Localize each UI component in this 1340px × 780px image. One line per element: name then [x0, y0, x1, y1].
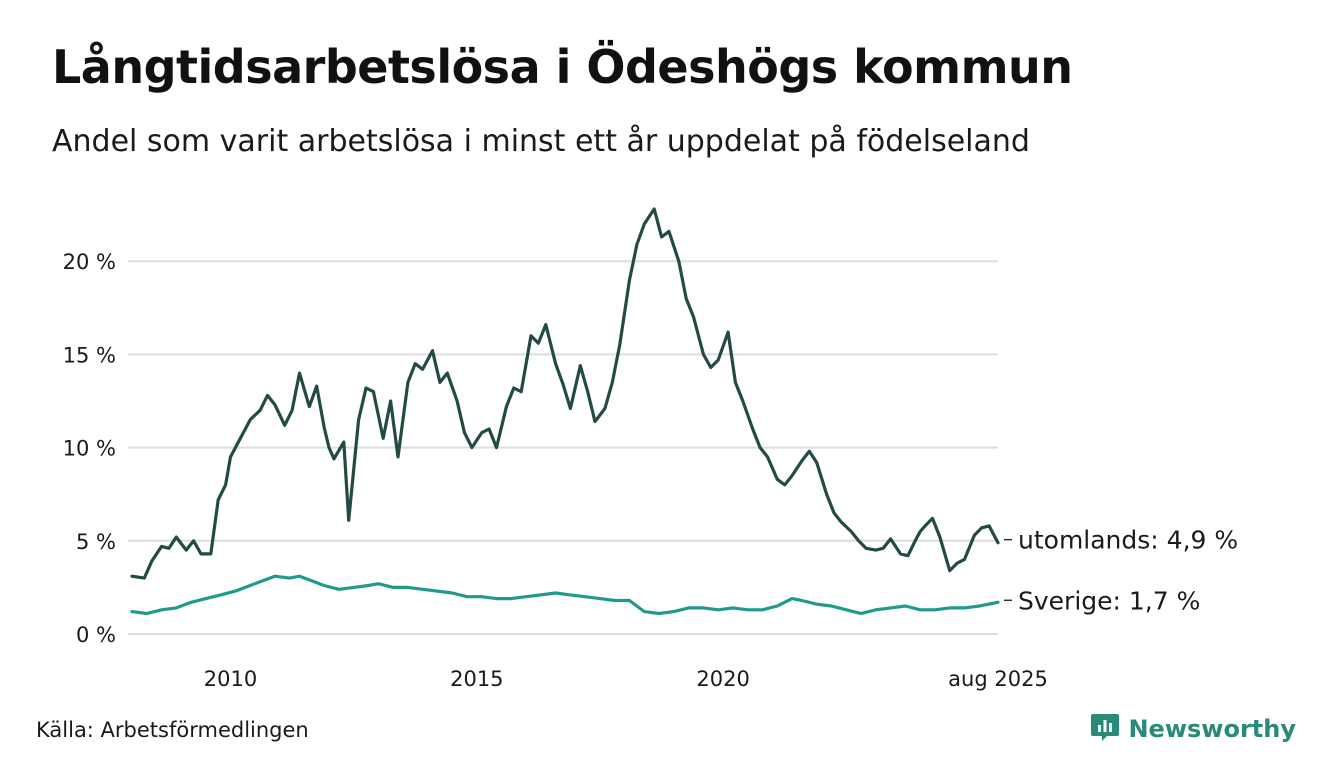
x-tick-label: 2015 [450, 667, 503, 691]
brand-logo: Newsworthy [1090, 712, 1296, 746]
y-tick-label: 0 % [76, 623, 116, 647]
brand-name: Newsworthy [1128, 715, 1296, 743]
y-tick-label: 20 % [63, 250, 116, 274]
end-label-sverige: Sverige: 1,7 % [1018, 586, 1200, 615]
x-tick-label: 2010 [204, 667, 257, 691]
x-axis-ticks: 2010 2015 2020 aug 2025 [204, 667, 1048, 691]
newsworthy-logo-icon [1090, 712, 1120, 746]
end-label-utomlands: utomlands: 4,9 % [1018, 526, 1238, 555]
series-line-utomlands [130, 207, 1000, 580]
y-axis-ticks: 0 % 5 % 10 % 15 % 20 % [63, 250, 116, 647]
y-tick-label: 15 % [63, 343, 116, 367]
source-note: Källa: Arbetsförmedlingen [36, 718, 309, 742]
y-tick-label: 10 % [63, 437, 116, 461]
grid-lines [128, 260, 998, 635]
x-tick-label: 2020 [696, 667, 749, 691]
series-lines [130, 207, 1000, 616]
chart-subtitle: Andel som varit arbetslösa i minst ett å… [52, 124, 1030, 159]
y-tick-label: 5 % [76, 530, 116, 554]
x-tick-label: aug 2025 [948, 667, 1048, 691]
series-line-sverige [130, 574, 1000, 616]
chart-title: Långtidsarbetslösa i Ödeshögs kommun [52, 40, 1073, 94]
end-labels: utomlands: 4,9 % Sverige: 1,7 % [1004, 526, 1238, 615]
